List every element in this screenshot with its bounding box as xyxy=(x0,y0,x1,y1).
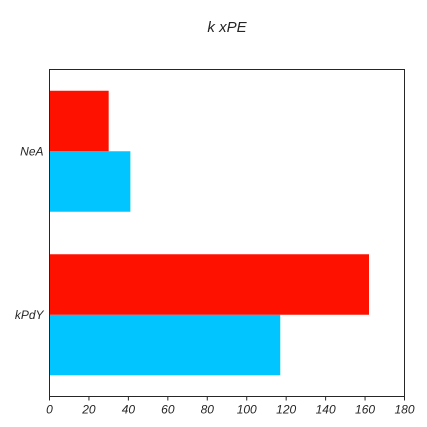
chart-title: k xPE xyxy=(207,19,247,36)
bars-layer xyxy=(50,91,370,375)
x-tick-label-140: 140 xyxy=(316,403,336,417)
x-axis-ticks: 0 20 40 60 80 100 120 140 160 180 xyxy=(46,397,415,417)
y-axis-ticks: NeA kPdY xyxy=(15,144,45,322)
x-tick-label-20: 20 xyxy=(81,403,96,417)
x-tick-label-40: 40 xyxy=(122,403,136,417)
x-tick-label-160: 160 xyxy=(355,403,375,417)
y-tick-label-NeA: NeA xyxy=(20,144,43,158)
x-tick-label-180: 180 xyxy=(394,403,414,417)
x-tick-label-0: 0 xyxy=(46,403,53,417)
bar-NeA-series-1 xyxy=(50,91,109,151)
x-tick-label-120: 120 xyxy=(276,403,296,417)
x-tick-label-80: 80 xyxy=(201,403,215,417)
bar-NeA-series-0 xyxy=(50,151,131,211)
bar-kPdY-series-1 xyxy=(50,254,370,314)
y-tick-label-kPdY: kPdY xyxy=(15,308,45,322)
x-tick-label-60: 60 xyxy=(161,403,175,417)
bar-kPdY-series-0 xyxy=(50,315,281,375)
x-tick-label-100: 100 xyxy=(237,403,257,417)
